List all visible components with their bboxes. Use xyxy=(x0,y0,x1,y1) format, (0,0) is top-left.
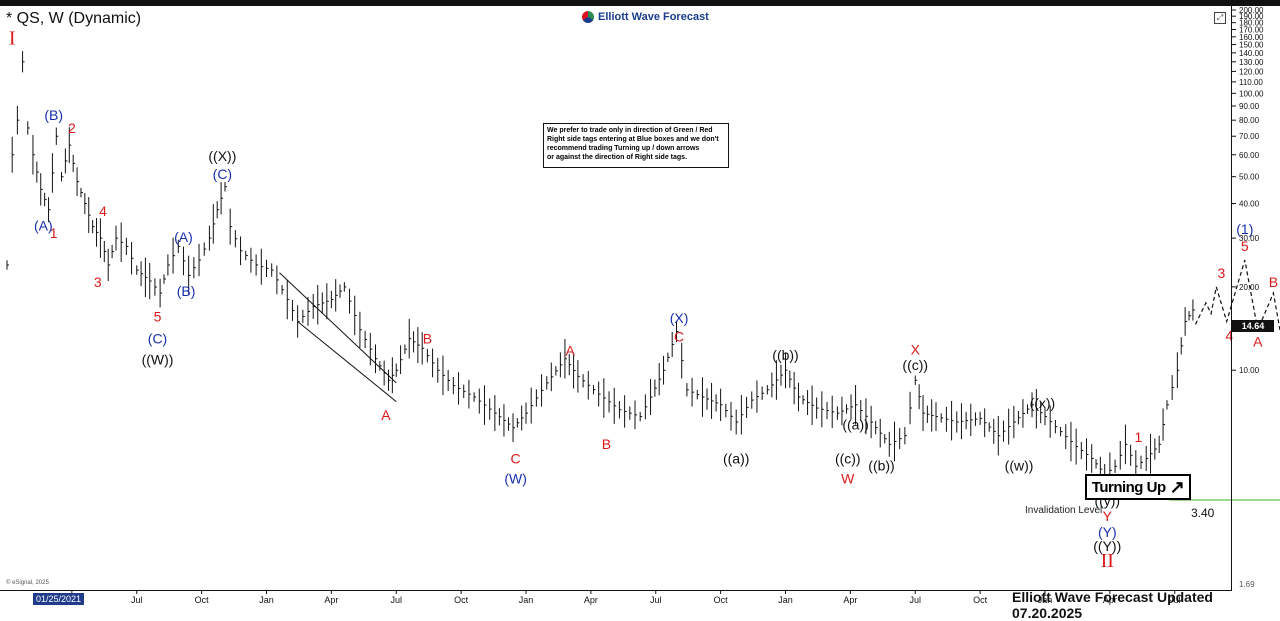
price-axis-border xyxy=(1231,6,1232,591)
wave-label: ((w)) xyxy=(1005,457,1034,473)
y-tick-label: 130.00 xyxy=(1239,58,1264,67)
y-tick-label: 80.00 xyxy=(1239,116,1260,125)
x-tick-label: Apr xyxy=(584,595,598,605)
y-tick-label: 140.00 xyxy=(1239,49,1264,58)
wave-label: 4 xyxy=(99,203,107,219)
wave-label: ((c)) xyxy=(835,451,861,467)
channel-line xyxy=(280,273,397,383)
wave-label: (C) xyxy=(148,330,167,346)
wave-label: ((b)) xyxy=(868,457,894,473)
y-tick-label: 100.00 xyxy=(1239,89,1264,98)
y-tick-label: 20.00 xyxy=(1239,283,1260,292)
x-tick-label: Oct xyxy=(195,595,210,605)
invalidation-label: Invalidation Level xyxy=(1025,505,1102,516)
invalidation-value: 3.40 xyxy=(1191,506,1214,520)
y-min-label: 1.69 xyxy=(1239,580,1255,589)
wave-label: II xyxy=(1101,550,1114,572)
wave-label: 2 xyxy=(68,120,76,136)
notice-line: We prefer to trade only in direction of … xyxy=(547,126,725,135)
x-tick-label: Jan xyxy=(778,595,793,605)
x-tick-label: Jul xyxy=(131,595,143,605)
start-date-badge: 01/25/2021 xyxy=(33,593,84,605)
scale-toggle-icon[interactable]: ⤢ xyxy=(1214,12,1226,24)
notice-line: or against the direction of Right side t… xyxy=(547,153,725,162)
wave-label: 1 xyxy=(1135,429,1143,445)
brand-name: Elliott Wave Forecast xyxy=(598,11,709,23)
wave-label: ((a)) xyxy=(842,417,868,433)
wave-label: I xyxy=(9,28,16,50)
wave-label: ((x)) xyxy=(1030,395,1056,411)
x-tick-label: Jan xyxy=(259,595,274,605)
notice-line: recommend trading Turning up / down arro… xyxy=(547,144,725,153)
wave-label: B xyxy=(423,330,432,346)
wave-label: A xyxy=(381,407,391,423)
y-tick-label: 50.00 xyxy=(1239,173,1260,182)
wave-label: ((a)) xyxy=(723,451,749,467)
x-tick-label: Jul xyxy=(909,595,921,605)
x-tick-label: Jan xyxy=(519,595,534,605)
x-tick-label: Oct xyxy=(714,595,729,605)
wave-label: X xyxy=(911,341,921,357)
wave-label: (W) xyxy=(504,470,527,486)
turning-label: Turning Up xyxy=(1092,479,1166,496)
top-bar xyxy=(0,0,1280,6)
wave-label: 1 xyxy=(50,225,58,241)
wave-label: C xyxy=(674,328,684,344)
wave-label: ((c)) xyxy=(902,357,928,373)
wave-label: 3 xyxy=(94,274,102,290)
y-tick-label: 40.00 xyxy=(1239,200,1260,209)
brand-header: Elliott Wave Forecast xyxy=(582,11,709,23)
wave-label: 3 xyxy=(1218,265,1226,281)
y-tick-label: 110.00 xyxy=(1239,78,1263,87)
x-tick-label: Apr xyxy=(324,595,338,605)
wave-label: ((X)) xyxy=(208,148,236,164)
wave-label: A xyxy=(1253,333,1263,349)
x-tick-label: Jul xyxy=(390,595,402,605)
x-tick-label: Apr xyxy=(843,595,857,605)
wave-label: (B) xyxy=(177,283,196,299)
wave-label: 5 xyxy=(154,308,162,324)
wave-label: Y xyxy=(1103,508,1113,524)
current-price-badge: 14.64 xyxy=(1232,320,1274,332)
wave-label: (C) xyxy=(213,166,232,182)
wave-label: (X) xyxy=(670,310,689,326)
wave-label: (A) xyxy=(174,229,193,245)
y-tick-label: 120.00 xyxy=(1239,67,1264,76)
wave-label: B xyxy=(1269,274,1278,290)
symbol-title: * QS, W (Dynamic) xyxy=(6,10,141,28)
channel-line xyxy=(298,322,397,402)
y-tick-label: 90.00 xyxy=(1239,102,1260,111)
wave-label: (1) xyxy=(1236,221,1253,237)
x-tick-label: Jul xyxy=(650,595,662,605)
wave-label: B xyxy=(602,436,611,452)
wave-label: 5 xyxy=(1241,238,1249,254)
y-tick-label: 60.00 xyxy=(1239,151,1260,160)
brand-logo-icon xyxy=(582,11,594,23)
x-tick-label: Oct xyxy=(973,595,988,605)
updated-footer: Elliott Wave Forecast Updated 07.20.2025 xyxy=(1012,589,1280,621)
x-tick-label: Oct xyxy=(454,595,469,605)
trading-notice: We prefer to trade only in direction of … xyxy=(543,123,729,168)
wave-label: (B) xyxy=(44,107,63,123)
wave-label: A xyxy=(565,343,575,359)
esignal-credit: © eSignal, 2025 xyxy=(6,580,49,586)
notice-line: Right side tags entering at Blue boxes a… xyxy=(547,135,725,144)
arrow-up-right-icon: ↗ xyxy=(1170,480,1185,494)
wave-label: ((W)) xyxy=(142,351,174,367)
wave-label: ((b)) xyxy=(772,347,798,363)
wave-label: C xyxy=(511,451,521,467)
turning-up-badge: Turning Up ↗ xyxy=(1085,474,1191,500)
wave-label: W xyxy=(841,470,855,486)
y-tick-label: 70.00 xyxy=(1239,132,1260,141)
y-tick-label: 10.00 xyxy=(1239,366,1260,375)
